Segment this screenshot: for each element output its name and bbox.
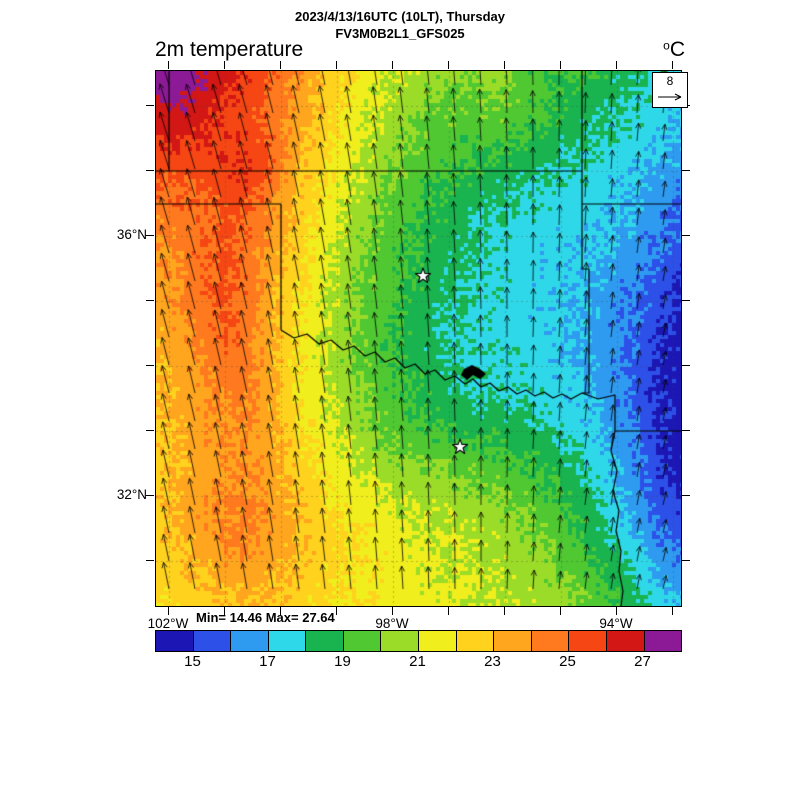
lon-tick-bottom bbox=[392, 607, 393, 615]
field-title: 2m temperature bbox=[155, 38, 304, 61]
lon-axis-label: 102°W bbox=[147, 616, 189, 631]
unit-degree-symbol: o bbox=[663, 38, 670, 53]
lon-tick-top bbox=[392, 61, 393, 69]
colorbar-segment bbox=[231, 631, 269, 651]
lat-tick-right bbox=[682, 560, 690, 561]
lat-axis-label: 36°N bbox=[116, 227, 147, 242]
lon-tick-top bbox=[504, 61, 505, 69]
colorbar-segment bbox=[193, 631, 232, 651]
colorbar-tick-label: 15 bbox=[184, 653, 201, 670]
wind-reference-value: 8 bbox=[666, 74, 674, 88]
colorbar-segment bbox=[268, 631, 307, 651]
minmax-label: Min= 14.46 Max= 27.64 bbox=[196, 610, 335, 625]
wind-reference-arrow-icon bbox=[658, 93, 682, 101]
colorbar-tick-label: 19 bbox=[334, 653, 351, 670]
colorbar-tick-label: 17 bbox=[259, 653, 276, 670]
colorbar-segment bbox=[569, 631, 607, 651]
lat-tick-right bbox=[682, 170, 690, 171]
lon-tick-top bbox=[616, 61, 617, 69]
colorbar-segment bbox=[343, 631, 382, 651]
lat-tick-left bbox=[146, 235, 154, 236]
colorbar-segment bbox=[494, 631, 532, 651]
lon-tick-bottom bbox=[280, 607, 281, 615]
figure-header: 2023/4/13/16UTC (10LT), Thursday FV3M0B2… bbox=[0, 8, 800, 42]
colorbar-segment bbox=[456, 631, 495, 651]
colorbar-tick-label: 25 bbox=[559, 653, 576, 670]
lat-tick-left bbox=[146, 170, 154, 171]
unit-label: oC bbox=[630, 38, 685, 62]
colorbar-segment bbox=[381, 631, 420, 651]
lat-tick-left bbox=[146, 495, 154, 496]
map-frame bbox=[155, 70, 682, 607]
colorbar-segment bbox=[606, 631, 645, 651]
lat-tick-left bbox=[146, 365, 154, 366]
lat-tick-left bbox=[146, 300, 154, 301]
lon-axis-label: 98°W bbox=[375, 616, 409, 631]
lat-tick-right bbox=[682, 300, 690, 301]
colorbar-tick-label: 21 bbox=[409, 653, 426, 670]
lon-tick-bottom bbox=[504, 607, 505, 615]
wind-reference-box: 8 bbox=[652, 72, 688, 108]
unit-letter: C bbox=[669, 38, 685, 61]
colorbar-tick-label: 23 bbox=[484, 653, 501, 670]
colorbar-tick-label: 27 bbox=[634, 653, 651, 670]
lon-tick-bottom bbox=[560, 607, 561, 615]
lon-tick-top bbox=[168, 61, 169, 69]
lat-tick-right bbox=[682, 365, 690, 366]
lon-tick-top bbox=[672, 61, 673, 69]
lon-tick-top bbox=[560, 61, 561, 69]
model-run-title: FV3M0B2L1_GFS025 bbox=[335, 26, 465, 41]
lon-tick-bottom bbox=[448, 607, 449, 615]
lat-axis-label: 32°N bbox=[116, 487, 147, 502]
colorbar-segment bbox=[644, 631, 682, 651]
lon-tick-bottom bbox=[224, 607, 225, 615]
colorbar-segment bbox=[306, 631, 344, 651]
lon-tick-bottom bbox=[616, 607, 617, 615]
lon-axis-label: 94°W bbox=[599, 616, 633, 631]
lat-tick-left bbox=[146, 430, 154, 431]
colorbar bbox=[155, 630, 682, 652]
lat-tick-right bbox=[682, 235, 690, 236]
lon-tick-top bbox=[448, 61, 449, 69]
lat-tick-left bbox=[146, 105, 154, 106]
lon-tick-bottom bbox=[168, 607, 169, 615]
lon-tick-bottom bbox=[672, 607, 673, 615]
lon-tick-bottom bbox=[336, 607, 337, 615]
lat-tick-right bbox=[682, 430, 690, 431]
lat-tick-left bbox=[146, 560, 154, 561]
lon-tick-top bbox=[224, 61, 225, 69]
lon-tick-top bbox=[280, 61, 281, 69]
colorbar-segment bbox=[156, 631, 194, 651]
lat-tick-right bbox=[682, 495, 690, 496]
colorbar-segment bbox=[531, 631, 570, 651]
datetime-title: 2023/4/13/16UTC (10LT), Thursday bbox=[294, 9, 505, 24]
lon-tick-top bbox=[336, 61, 337, 69]
colorbar-segment bbox=[419, 631, 457, 651]
temperature-map-canvas bbox=[156, 71, 681, 606]
